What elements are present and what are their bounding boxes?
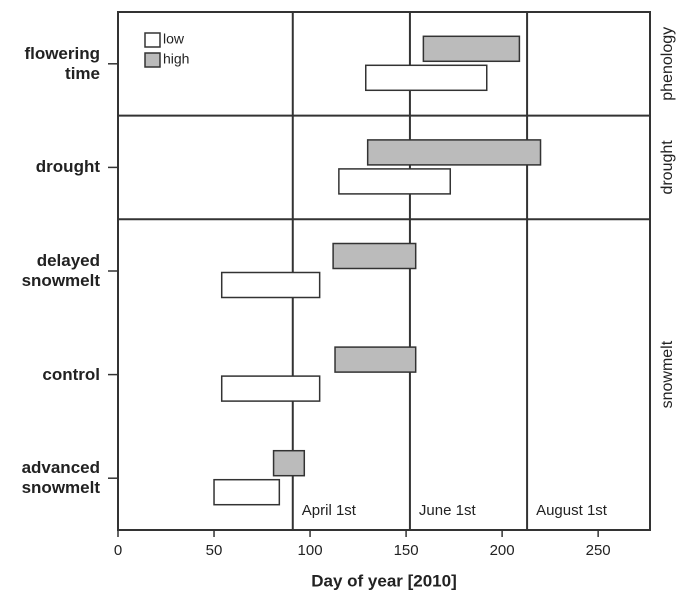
legend-label: high bbox=[163, 51, 189, 67]
bar bbox=[220, 271, 321, 299]
bar bbox=[332, 242, 417, 270]
reference-label: June 1st bbox=[419, 502, 477, 519]
y-tick-label: drought bbox=[35, 157, 100, 177]
reference-label: April 1st bbox=[302, 502, 357, 519]
x-tick-label: 200 bbox=[490, 542, 515, 559]
x-tick-label: 50 bbox=[206, 542, 223, 559]
x-tick-label: 100 bbox=[298, 542, 323, 559]
y-tick-label: delayed snowmelt bbox=[21, 251, 100, 290]
panel-label: phenology bbox=[659, 27, 676, 101]
bar bbox=[365, 64, 488, 92]
bar bbox=[422, 35, 521, 63]
legend-swatch bbox=[144, 32, 161, 48]
bar bbox=[220, 375, 321, 402]
bar bbox=[272, 449, 306, 477]
bar bbox=[334, 346, 417, 373]
x-tick-label: 250 bbox=[586, 542, 611, 559]
x-axis-label: Day of year [2010] bbox=[311, 571, 457, 590]
panel-label: snowmelt bbox=[659, 340, 676, 408]
legend-swatch bbox=[144, 52, 161, 68]
y-tick-label: control bbox=[42, 364, 100, 384]
x-tick-label: 0 bbox=[114, 542, 122, 559]
x-tick-label: 150 bbox=[394, 542, 419, 559]
y-tick-label: flowering time bbox=[24, 43, 100, 83]
y-tick-label: advanced snowmelt bbox=[21, 458, 100, 498]
bar bbox=[213, 478, 281, 506]
reference-label: August 1st bbox=[536, 502, 608, 519]
bar bbox=[366, 139, 542, 166]
panel-label: drought bbox=[659, 140, 676, 195]
bar bbox=[338, 168, 452, 195]
legend-label: low bbox=[163, 31, 185, 47]
